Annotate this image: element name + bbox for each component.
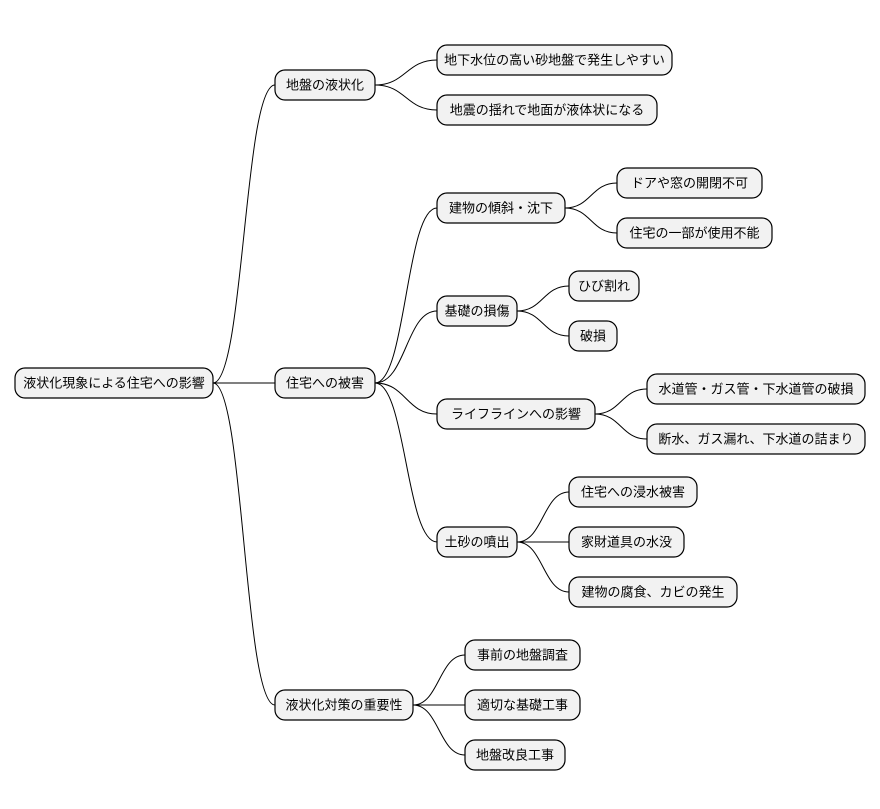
mindmap-node: ひび割れ [569, 271, 639, 301]
edge [565, 183, 617, 208]
mindmap-node: 地盤改良工事 [465, 740, 565, 770]
mindmap-node: 地下水位の高い砂地盤で発生しやすい [437, 45, 672, 75]
node-label: 地盤の液状化 [286, 75, 364, 94]
mindmap-node: 住宅の一部が使用不能 [617, 218, 772, 248]
node-label: ドアや窓の開閉不可 [631, 173, 748, 192]
mindmap-node: 家財道具の水没 [569, 527, 684, 557]
edge [595, 414, 647, 439]
node-label: 基礎の損傷 [444, 301, 509, 320]
node-label: 家財道具の水没 [581, 532, 672, 551]
mindmap-node: 破損 [569, 321, 617, 351]
edge [413, 655, 465, 705]
mindmap-svg: 液状化現象による住宅への影響 地盤の液状化 地下水位の高い砂地盤で発生しやすい地震の… [0, 0, 880, 809]
mindmap-node: 土砂の噴出 [437, 527, 517, 557]
mindmap-node: 地震の揺れで地面が液体状になる [437, 95, 657, 125]
node-label: ひび割れ [578, 276, 630, 295]
node-label: 地盤改良工事 [476, 745, 554, 764]
edge [375, 208, 437, 383]
node-label: 住宅の一部が使用不能 [629, 223, 759, 242]
mindmap-node: ドアや窓の開閉不可 [617, 168, 762, 198]
mindmap-node: 断水、ガス漏れ、下水道の詰まり [647, 424, 865, 454]
node-label: 建物の腐食、カビの発生 [581, 582, 724, 601]
edge [565, 208, 617, 233]
mindmap-node: 基礎の損傷 [437, 296, 517, 326]
node-label: 水道管・ガス管・下水道管の破損 [658, 379, 853, 398]
node-label: 破損 [580, 326, 606, 345]
edge [517, 286, 569, 311]
edge [375, 383, 437, 542]
edge [413, 705, 465, 755]
edge [375, 85, 437, 110]
mindmap-node: 適切な基礎工事 [465, 690, 580, 720]
mindmap-node: 事前の地盤調査 [465, 640, 580, 670]
node-label: ライフラインへの影響 [451, 404, 581, 423]
node-label: 適切な基礎工事 [477, 695, 568, 714]
edge [375, 60, 437, 85]
mindmap-node: 液状化現象による住宅への影響 [15, 368, 213, 398]
node-label: 地震の揺れで地面が液体状になる [450, 100, 645, 119]
edge [517, 311, 569, 336]
nodes-layer: 液状化現象による住宅への影響 地盤の液状化 地下水位の高い砂地盤で発生しやすい地震の… [15, 45, 865, 770]
node-label: 液状化現象による住宅への影響 [23, 373, 205, 392]
edge [517, 492, 569, 542]
mindmap-node: 液状化対策の重要性 [275, 690, 413, 720]
node-label: 住宅への浸水被害 [581, 482, 685, 501]
mindmap-node: 建物の腐食、カビの発生 [569, 577, 737, 607]
edge [595, 389, 647, 414]
node-label: 建物の傾斜・沈下 [449, 198, 553, 217]
mindmap-node: 住宅への被害 [275, 368, 375, 398]
node-label: 液状化対策の重要性 [285, 695, 402, 714]
node-label: 住宅への被害 [286, 373, 364, 392]
node-label: 地下水位の高い砂地盤で発生しやすい [444, 50, 665, 69]
mindmap-node: 建物の傾斜・沈下 [437, 193, 565, 223]
mindmap-node: 水道管・ガス管・下水道管の破損 [647, 374, 865, 404]
node-label: 土砂の噴出 [444, 532, 509, 551]
edge [375, 311, 437, 383]
edge [213, 85, 275, 383]
edge [517, 542, 569, 592]
edge [213, 383, 275, 705]
node-label: 断水、ガス漏れ、下水道の詰まり [658, 429, 853, 448]
edge [375, 383, 437, 414]
mindmap-node: ライフラインへの影響 [437, 399, 595, 429]
node-label: 事前の地盤調査 [477, 645, 568, 664]
mindmap-node: 地盤の液状化 [275, 70, 375, 100]
mindmap-node: 住宅への浸水被害 [569, 477, 697, 507]
